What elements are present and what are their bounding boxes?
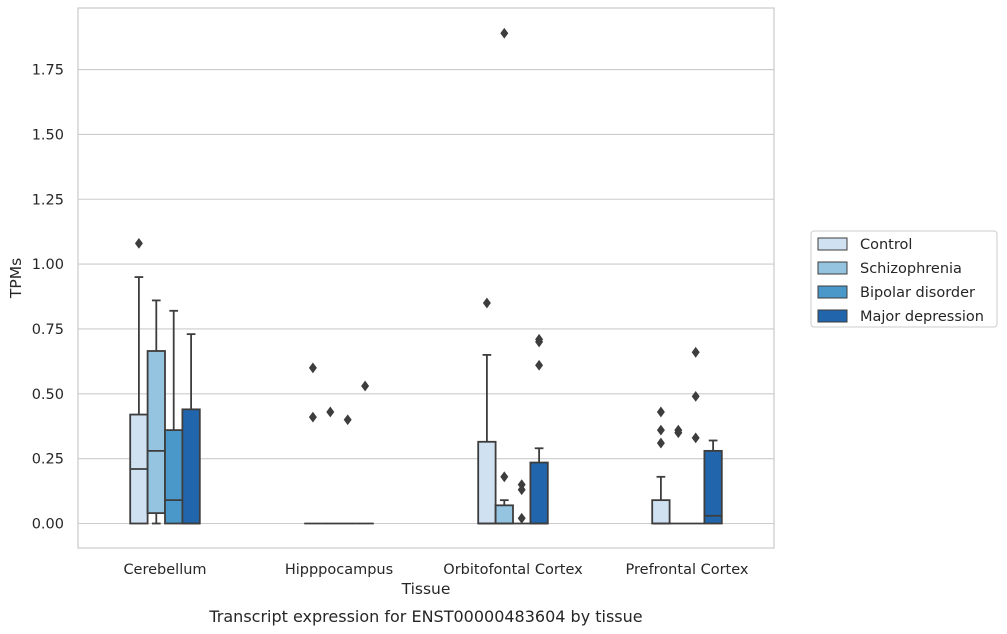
box-group [356,380,374,525]
legend-swatch [817,285,848,299]
y-tick-label: 1.25 [32,192,64,208]
outlier-point [691,432,700,444]
outlier-point [691,390,700,402]
legend-label: Bipolar disorder [860,285,975,301]
x-tick-label: Hipppocampus [285,562,393,578]
legend-frame [810,230,998,328]
box [181,408,201,525]
y-tick-label: 1.50 [32,127,64,143]
y-tick-label: 1.75 [32,63,64,79]
legend-label: Schizophrenia [860,261,962,277]
legend-swatch [817,309,848,323]
box [146,350,166,515]
box-group [651,406,671,525]
outlier-point [343,414,352,426]
y-axis-label: TPMs [7,258,25,299]
box-group [669,424,687,525]
y-tick-label: 0.75 [32,322,64,338]
x-tick-label: Orbitofontal Cortex [443,562,583,578]
chart-caption: Transcript expression for ENST0000048360… [208,607,642,626]
outlier-point [500,471,509,483]
box [651,499,671,525]
box-group [129,237,149,525]
box-group [477,297,497,525]
box [477,440,497,525]
x-axis-label: Tissue [401,580,451,598]
box-group [321,406,339,525]
outlier-point [517,484,526,496]
legend-item: Major depression [817,309,984,325]
legend-item: Schizophrenia [817,261,962,277]
outlier-point [535,359,544,371]
outlier-point [517,512,526,524]
legend: Control Schizophrenia Bipolar disorder Majo… [810,230,998,328]
outlier-point [656,406,665,418]
legend-item: Bipolar disorder [817,285,975,301]
x-tick-labels: Cerebellum Hipppocampus Orbitofontal Corte… [123,562,748,578]
y-tick-label: 0.50 [32,387,64,403]
y-tick-label: 0.25 [32,452,64,468]
outlier-point [674,427,683,439]
outlier-point [308,362,317,374]
outlier-point [656,437,665,449]
legend-swatch [817,261,848,275]
outlier-point [361,380,370,392]
outlier-point [691,346,700,358]
plot-frame [77,7,775,549]
legend-item: Control [817,237,912,253]
box-group [339,414,357,525]
box-series [129,27,723,525]
outlier-point [326,406,335,418]
box [703,449,723,525]
x-tick-label: Cerebellum [123,562,206,578]
y-tick-label: 0.00 [32,517,64,533]
outlier-point [500,27,509,39]
box [494,504,514,525]
outlier-point [535,336,544,348]
outlier-point [482,297,491,309]
y-tick-label: 1.00 [32,257,64,273]
legend-label: Major depression [860,309,984,325]
legend-label: Control [860,237,912,253]
x-tick-label: Prefrontal Cortex [626,562,749,578]
box-group [703,439,723,525]
box-group [529,333,549,525]
outlier-point [308,411,317,423]
box [164,429,184,525]
outlier-point [134,237,143,249]
box-group [687,346,705,525]
box-group [513,479,531,525]
box [529,461,549,525]
box-group [494,27,514,525]
outlier-point [656,424,665,436]
legend-swatch [817,237,848,251]
box-group [304,362,322,525]
y-tick-labels: 0.00 0.25 0.50 0.75 1.00 1.25 1.50 1.75 [32,63,64,533]
box-group [181,333,201,525]
